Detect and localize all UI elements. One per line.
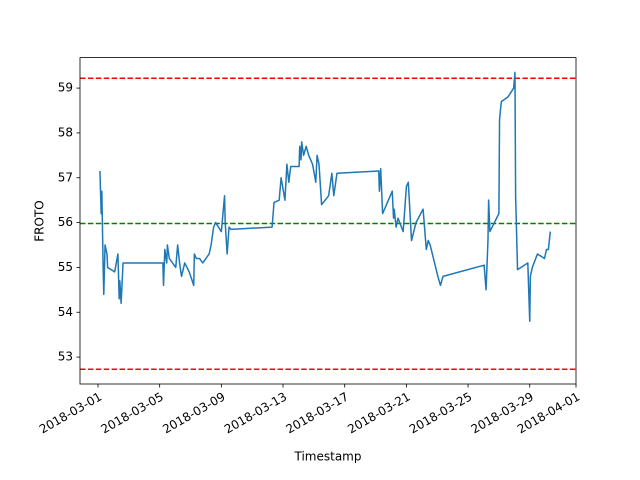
x-tick-label: 2018-03-21 bbox=[345, 390, 412, 437]
x-tick-label: 2018-03-25 bbox=[407, 390, 474, 437]
x-tick-label: 2018-03-05 bbox=[99, 390, 166, 437]
x-tick-label: 2018-03-01 bbox=[37, 390, 104, 437]
x-axis-label: Timestamp bbox=[294, 450, 362, 464]
y-tick-label: 56 bbox=[58, 215, 73, 229]
y-tick-label: 57 bbox=[58, 170, 73, 184]
y-tick-label: 58 bbox=[58, 125, 73, 139]
plot-frame bbox=[79, 57, 577, 385]
y-tick-label: 55 bbox=[58, 260, 73, 274]
y-tick-label: 59 bbox=[58, 81, 73, 95]
y-tick-label: 53 bbox=[58, 350, 73, 364]
x-tick-label: 2018-03-09 bbox=[160, 390, 227, 437]
x-tick-label: 2018-03-17 bbox=[284, 390, 351, 437]
y-axis-label: FROTO bbox=[33, 200, 47, 241]
x-tick-label: 2018-03-13 bbox=[222, 390, 289, 437]
y-tick-label: 54 bbox=[58, 305, 73, 319]
data-line bbox=[99, 71, 552, 322]
